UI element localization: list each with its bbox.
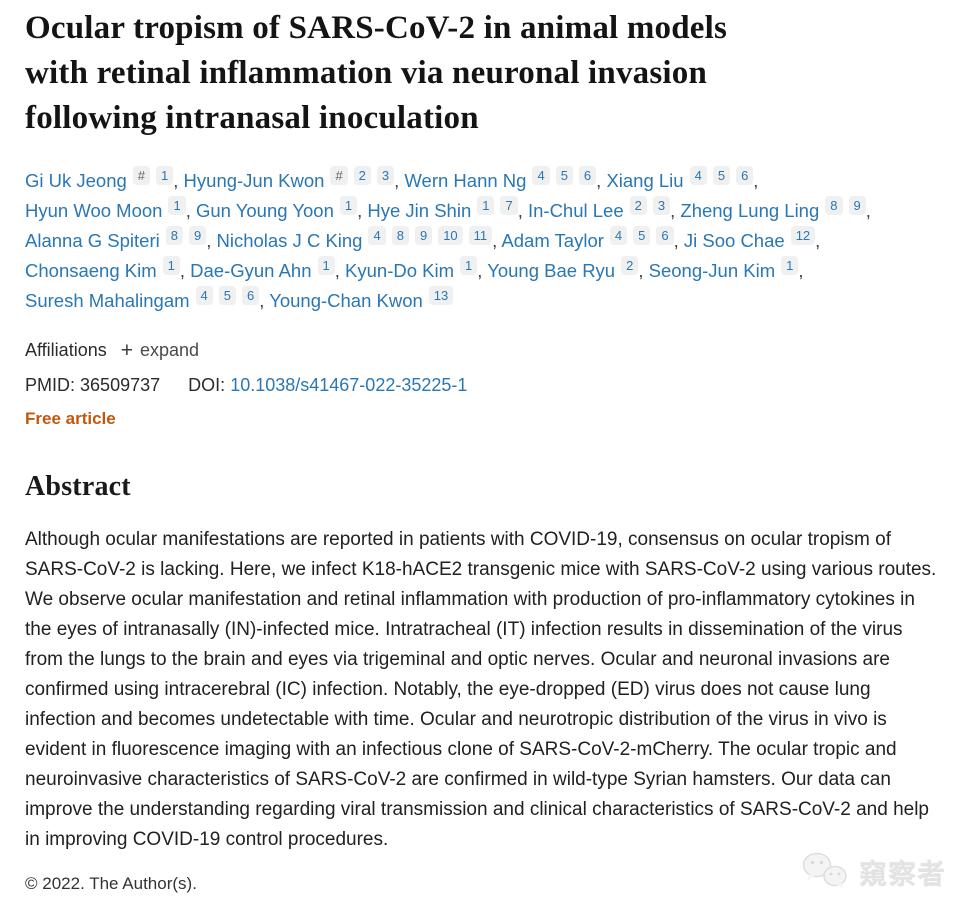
affiliation-superscript[interactable]: 8 <box>165 226 183 245</box>
author-link[interactable]: Chonsaeng Kim <box>25 260 157 281</box>
affiliation-superscript[interactable]: 8 <box>825 196 843 215</box>
author-link[interactable]: Kyun-Do Kim <box>345 260 455 281</box>
affiliation-superscript[interactable]: 6 <box>736 166 754 185</box>
author: Nicholas J C King 4 8 9 10 11 <box>216 226 493 251</box>
affiliation-superscript[interactable]: 4 <box>689 166 707 185</box>
author-link[interactable]: Young Bae Ryu <box>487 260 616 281</box>
equal-contribution-superscript[interactable]: # <box>132 166 151 185</box>
pmid-label: PMID: <box>25 375 76 395</box>
author-link[interactable]: Hye Jin Shin <box>367 200 472 221</box>
author: Hyun Woo Moon 1 <box>25 196 186 221</box>
affiliation-superscript[interactable]: 2 <box>629 196 647 215</box>
author: Ji Soo Chae 12 <box>683 226 816 251</box>
affiliation-superscript[interactable]: 9 <box>414 226 433 245</box>
author-link[interactable]: In-Chul Lee <box>527 200 624 221</box>
author-link[interactable]: Dae-Gyun Ahn <box>190 260 312 281</box>
article-title-line: Ocular tropism of SARS-CoV-2 in animal m… <box>25 10 728 46</box>
affiliation-superscript[interactable]: 4 <box>532 166 550 185</box>
author-link[interactable]: Seong-Jun Kim <box>648 260 776 281</box>
article-title: Ocular tropism of SARS-CoV-2 in animal m… <box>25 6 944 141</box>
author: Dae-Gyun Ahn 1 <box>190 256 335 281</box>
article-title-line: following intranasal inoculation <box>25 100 479 136</box>
author-link[interactable]: Zheng Lung Ling <box>680 200 820 221</box>
author-link[interactable]: Gun Young Yoon <box>195 200 334 221</box>
author-link[interactable]: Hyun Woo Moon <box>25 200 163 221</box>
affiliation-superscript[interactable]: 1 <box>339 196 358 215</box>
author: Suresh Mahalingam 4 5 6 <box>25 286 260 311</box>
author: In-Chul Lee 2 3 <box>527 196 671 221</box>
author: Young Bae Ryu 2 <box>487 256 639 281</box>
author: Adam Taylor 4 5 6 <box>501 226 674 251</box>
affiliations-expand-button[interactable]: + expand <box>121 340 199 361</box>
author-link[interactable]: Xiang Liu <box>606 170 684 191</box>
affiliation-superscript[interactable]: 7 <box>500 196 518 215</box>
affiliation-superscript[interactable]: 1 <box>156 166 174 185</box>
affiliations-expand-label: expand <box>139 340 200 360</box>
affiliation-superscript[interactable]: 12 <box>790 226 816 245</box>
author-link[interactable]: Hyung-Jun Kwon <box>183 170 325 191</box>
affiliation-superscript[interactable]: 6 <box>578 166 597 185</box>
author: Seong-Jun Kim 1 <box>648 256 799 281</box>
affiliation-superscript[interactable]: 4 <box>609 226 628 245</box>
author: Wern Hann Ng 4 5 6 <box>404 166 597 191</box>
affiliation-superscript[interactable]: 10 <box>438 226 463 245</box>
affiliation-superscript[interactable]: 6 <box>242 286 260 305</box>
affiliation-superscript[interactable]: 4 <box>195 286 213 305</box>
affiliation-superscript[interactable]: 3 <box>652 196 671 215</box>
author-link[interactable]: Alanna G Spiteri <box>25 230 160 251</box>
affiliation-superscript[interactable]: 13 <box>428 286 454 305</box>
author: Gi Uk Jeong #1 <box>25 166 174 191</box>
affiliation-superscript[interactable]: 2 <box>353 166 371 185</box>
doi-label: DOI: <box>188 375 226 395</box>
author-link[interactable]: Young-Chan Kwon <box>269 290 423 311</box>
author: Kyun-Do Kim 1 <box>345 256 478 281</box>
author-link[interactable]: Ji Soo Chae <box>683 230 785 251</box>
plus-icon: + <box>120 338 133 362</box>
article-title-line: with retinal inflammation via neuronal i… <box>25 55 708 91</box>
affiliation-superscript[interactable]: 1 <box>317 256 335 275</box>
affiliations-label: Affiliations <box>25 340 107 360</box>
affiliation-superscript[interactable]: 5 <box>555 166 573 185</box>
author-link[interactable]: Suresh Mahalingam <box>25 290 190 311</box>
affiliation-superscript[interactable]: 2 <box>621 256 639 275</box>
article-page: Ocular tropism of SARS-CoV-2 in animal m… <box>25 6 944 893</box>
identifiers-row: PMID: 36509737 DOI: 10.1038/s41467-022-3… <box>25 375 944 396</box>
affiliation-superscript[interactable]: 1 <box>168 196 186 215</box>
author-link[interactable]: Wern Hann Ng <box>404 170 527 191</box>
abstract-text: Although ocular manifestations are repor… <box>25 529 937 850</box>
affiliation-superscript[interactable]: 1 <box>460 256 478 275</box>
copyright-notice: © 2022. The Author(s). <box>25 874 197 893</box>
abstract-heading: Abstract <box>25 471 131 502</box>
affiliation-superscript[interactable]: 5 <box>633 226 651 245</box>
author: Alanna G Spiteri 8 9 <box>25 226 207 251</box>
affiliation-superscript[interactable]: 4 <box>368 226 386 245</box>
author: Hyung-Jun Kwon #2 3 <box>183 166 395 191</box>
author: Xiang Liu 4 5 6 <box>606 166 754 191</box>
equal-contribution-superscript[interactable]: # <box>330 166 348 185</box>
affiliation-superscript[interactable]: 1 <box>477 196 495 215</box>
affiliation-superscript[interactable]: 9 <box>188 226 207 245</box>
author-link[interactable]: Nicholas J C King <box>216 230 363 251</box>
author: Zheng Lung Ling 8 9 <box>680 196 866 221</box>
affiliation-superscript[interactable]: 1 <box>162 256 180 275</box>
author: Gun Young Yoon 1 <box>195 196 358 221</box>
author: Chonsaeng Kim 1 <box>25 256 180 281</box>
affiliation-superscript[interactable]: 5 <box>712 166 731 185</box>
affiliation-superscript[interactable]: 3 <box>376 166 395 185</box>
affiliation-superscript[interactable]: 8 <box>391 226 409 245</box>
author-link[interactable]: Adam Taylor <box>501 230 604 251</box>
affiliation-superscript[interactable]: 1 <box>781 256 799 275</box>
author: Young-Chan Kwon 13 <box>269 286 454 311</box>
affiliation-superscript[interactable]: 11 <box>468 226 493 245</box>
doi-link[interactable]: 10.1038/s41467-022-35225-1 <box>230 375 468 395</box>
pmid-value: 36509737 <box>80 375 161 395</box>
free-article-badge: Free article <box>25 409 116 428</box>
affiliation-superscript[interactable]: 9 <box>848 196 866 215</box>
author: Hye Jin Shin 1 7 <box>367 196 518 221</box>
affiliation-superscript[interactable]: 6 <box>656 226 674 245</box>
affiliation-superscript[interactable]: 5 <box>218 286 236 305</box>
author-link[interactable]: Gi Uk Jeong <box>25 170 127 191</box>
authors-list: Gi Uk Jeong #1, Hyung-Jun Kwon #2 3, Wern H… <box>25 166 871 311</box>
affiliations-row: Affiliations + expand <box>25 340 944 361</box>
